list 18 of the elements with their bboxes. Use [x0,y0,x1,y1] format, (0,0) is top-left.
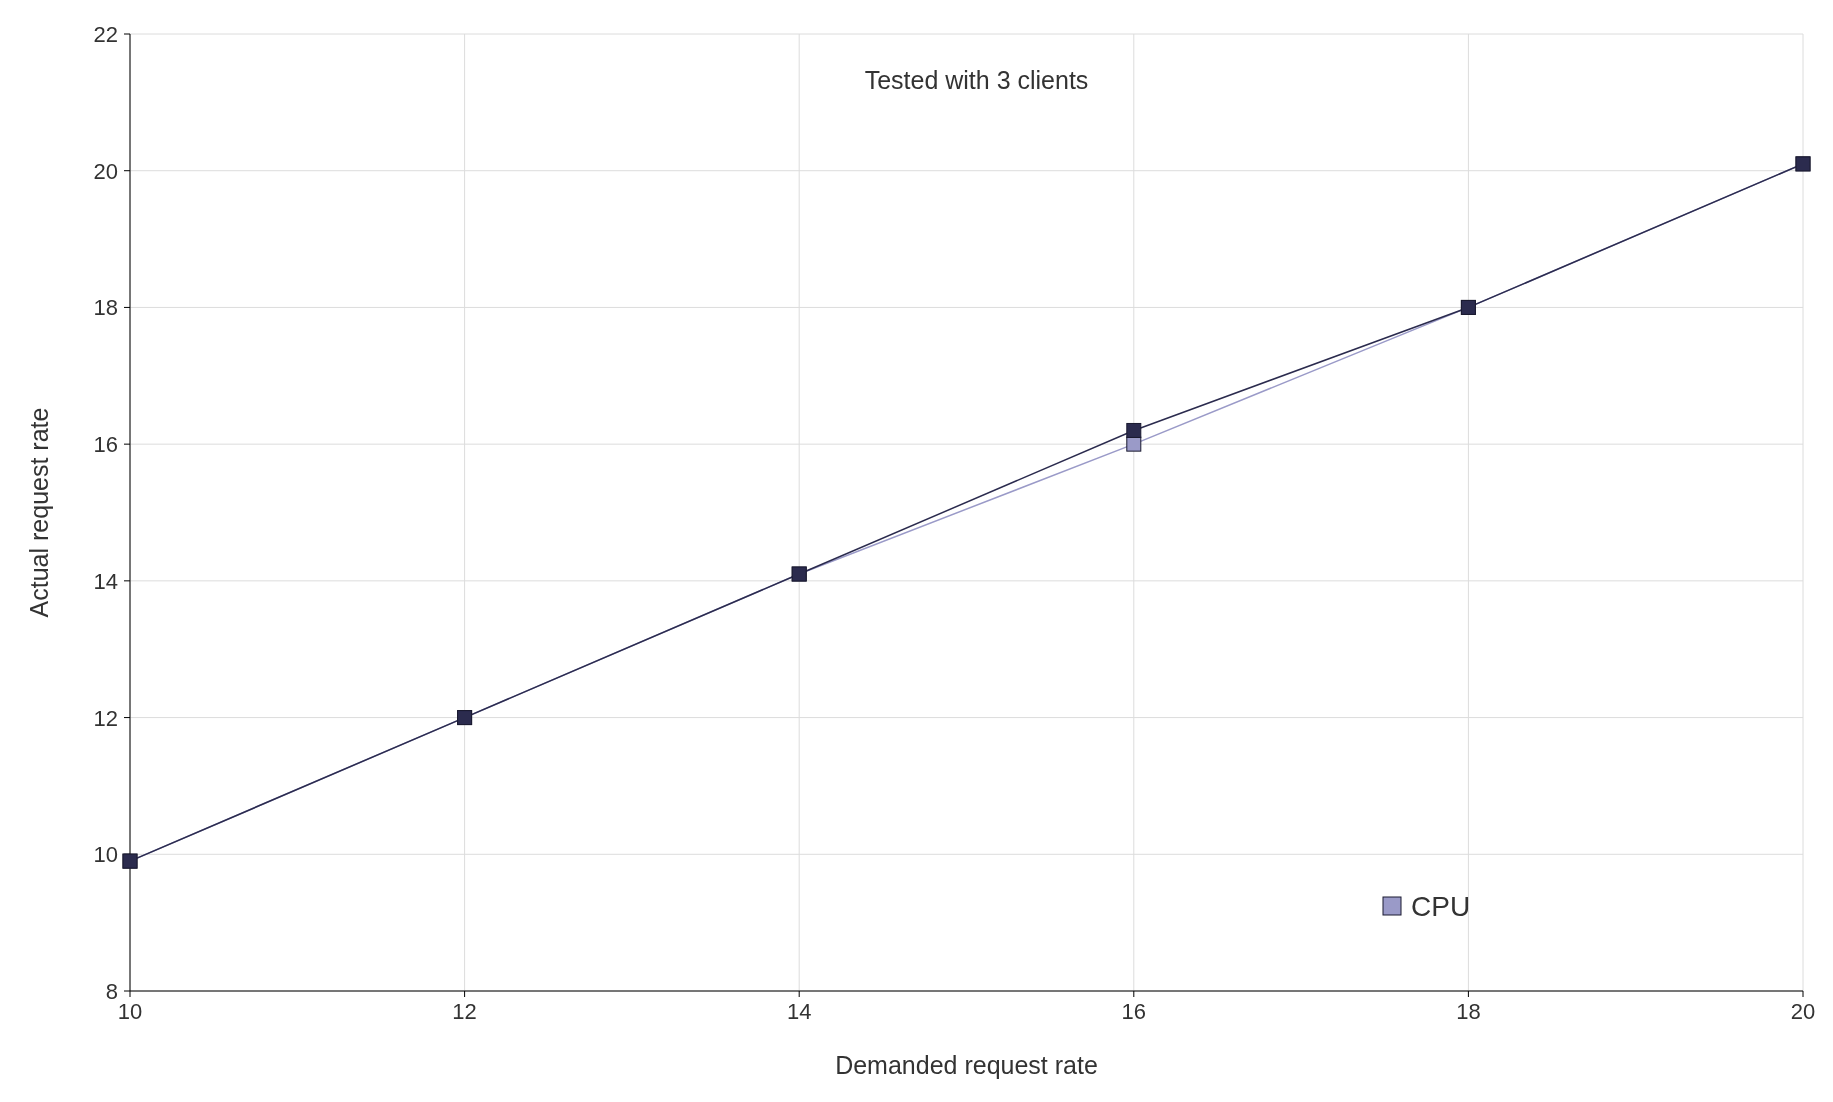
y-tick-label: 18 [93,295,118,321]
y-tick-label: 12 [93,705,118,731]
y-tick-label: 16 [93,432,118,458]
x-tick-label: 10 [117,999,143,1024]
y-tick-label: 10 [93,842,118,868]
text: Tested with 3 clients [864,66,1089,94]
y-tick-label: 22 [93,22,118,47]
y-tick-label: 14 [93,568,118,594]
x-tick-label: 16 [1121,999,1147,1024]
x-tick-label: 14 [786,999,812,1024]
x-tick-label: 12 [452,999,477,1024]
y-tick-label: 20 [93,158,118,184]
legend-label: CPU [1411,891,1471,922]
x-tick-label: 20 [1790,999,1816,1024]
y-tick-label: 8 [105,979,118,1004]
x-tick-label: 18 [1456,999,1481,1024]
y-axis-title: Actual request rate [25,407,53,618]
x-axis-title: Demanded request rate [835,1051,1098,1079]
